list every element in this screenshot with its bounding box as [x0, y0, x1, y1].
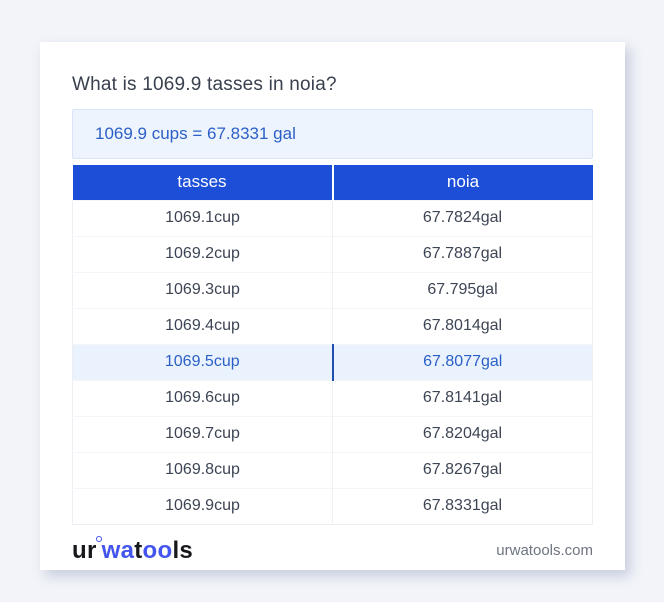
tasses-value[interactable]: 1069.5cup	[72, 343, 333, 380]
table-row[interactable]: 1069.8cup 67.8267gal	[72, 451, 593, 488]
logo-text-ur: ur	[72, 536, 97, 564]
table-row[interactable]: 1069.3cup 67.795gal	[72, 271, 593, 308]
card-footer: ur watools urwatools.com	[72, 534, 593, 568]
conversion-result-box: 1069.9 cups = 67.8331 gal	[72, 109, 593, 159]
conversion-table: tasses noia 1069.1cup 67.7824gal 1069.2c…	[72, 165, 593, 525]
table-row[interactable]: 1069.6cup 67.8141gal	[72, 379, 593, 416]
page-title: What is 1069.9 tasses in noia?	[72, 74, 337, 95]
table-row[interactable]: 1069.2cup 67.7887gal	[72, 235, 593, 272]
noia-value[interactable]: 67.8331gal	[332, 487, 593, 524]
tasses-value[interactable]: 1069.1cup	[72, 199, 333, 236]
table-row[interactable]: 1069.1cup 67.7824gal	[72, 199, 593, 236]
conversion-card: What is 1069.9 tasses in noia? 1069.9 cu…	[40, 42, 625, 570]
table-row[interactable]: 1069.4cup 67.8014gal	[72, 307, 593, 344]
logo-text-oo: oo	[142, 536, 173, 564]
urwatools-logo[interactable]: ur watools	[72, 534, 193, 568]
noia-value[interactable]: 67.8014gal	[332, 307, 593, 344]
noia-value[interactable]: 67.7887gal	[332, 235, 593, 272]
table-row[interactable]: 1069.9cup 67.8331gal	[72, 487, 593, 524]
tasses-value[interactable]: 1069.7cup	[72, 415, 333, 452]
logo-text-wa: wa	[101, 536, 135, 564]
tasses-value[interactable]: 1069.4cup	[72, 307, 333, 344]
table-header: tasses noia	[72, 165, 593, 200]
noia-value[interactable]: 67.795gal	[332, 271, 593, 308]
tasses-value[interactable]: 1069.3cup	[72, 271, 333, 308]
noia-value[interactable]: 67.8141gal	[332, 379, 593, 416]
conversion-result-text: 1069.9 cups = 67.8331 gal	[95, 124, 296, 143]
column-header-noia: noia	[331, 165, 593, 200]
noia-value[interactable]: 67.7824gal	[332, 199, 593, 236]
column-header-tasses: tasses	[72, 165, 333, 200]
table-row[interactable]: 1069.5cup 67.8077gal	[72, 343, 593, 380]
noia-value[interactable]: 67.8077gal	[331, 343, 593, 380]
logo-text-ls: ls	[172, 536, 194, 564]
table-row[interactable]: 1069.7cup 67.8204gal	[72, 415, 593, 452]
tasses-value[interactable]: 1069.6cup	[72, 379, 333, 416]
site-domain-text: urwatools.com	[496, 542, 593, 559]
tasses-value[interactable]: 1069.9cup	[72, 487, 333, 524]
logo-ring-icon	[95, 535, 102, 542]
tasses-value[interactable]: 1069.8cup	[72, 451, 333, 488]
logo-text-t: t	[134, 536, 143, 564]
tasses-value[interactable]: 1069.2cup	[72, 235, 333, 272]
table-body: 1069.1cup 67.7824gal 1069.2cup 67.7887ga…	[72, 199, 593, 524]
noia-value[interactable]: 67.8267gal	[332, 451, 593, 488]
noia-value[interactable]: 67.8204gal	[332, 415, 593, 452]
